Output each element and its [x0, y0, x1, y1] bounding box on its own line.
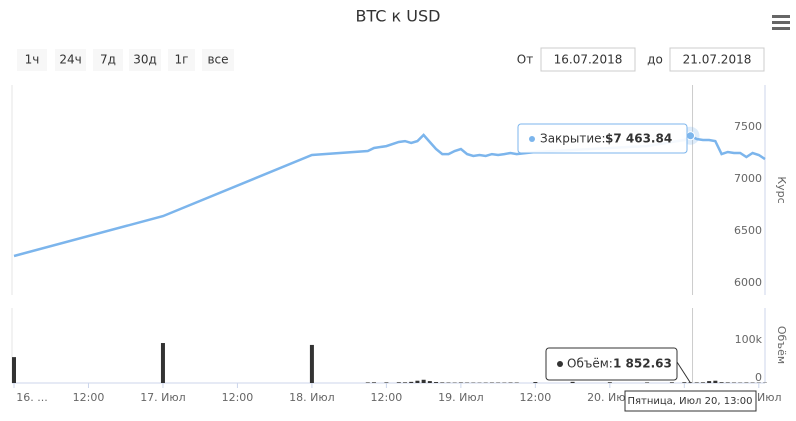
range-button[interactable]: 30д [129, 49, 161, 71]
tooltip-dot [529, 136, 535, 142]
range-button[interactable]: 24ч [55, 49, 86, 71]
button-bg [93, 49, 123, 71]
y-axis-title: Объём [775, 326, 788, 364]
x-tick-label: 12:00 [371, 391, 403, 404]
volume-bar [700, 382, 705, 383]
x-tick-label: 20. Июл [587, 391, 633, 404]
hover-marker [686, 131, 696, 141]
tooltip-value: 1 852.63 [613, 357, 672, 371]
button-bg [55, 49, 86, 71]
x-tick-label: 16. ... [16, 391, 47, 404]
tooltip-dot [557, 361, 563, 367]
from-date: 16.07.2018 [554, 53, 623, 67]
volume-bar [309, 344, 314, 383]
volume-bar [421, 379, 426, 383]
volume-bar [365, 382, 370, 383]
crosshair-label-box [624, 390, 757, 412]
button-label: все [207, 53, 228, 67]
volume-bar [409, 381, 414, 383]
tooltip-box [545, 347, 678, 381]
button-label: 1ч [25, 53, 40, 67]
y-tick-label: 6500 [734, 224, 762, 237]
y-tick-label: 7000 [734, 172, 762, 185]
volume-bar [645, 382, 650, 383]
to-date: 21.07.2018 [683, 53, 752, 67]
volume-bar [458, 382, 463, 383]
x-tick-label: 19. Июл [438, 391, 484, 404]
tooltip-connector [676, 361, 691, 384]
volume-bar [719, 382, 724, 383]
x-tick-label: 18. Июл [289, 391, 335, 404]
volume-bar [707, 381, 712, 383]
y-tick-label: 7500 [734, 120, 762, 133]
tooltip-value: $7 463.84 [605, 132, 672, 146]
volume-bar [12, 357, 16, 383]
button-label: 30д [133, 53, 157, 67]
range-button[interactable]: 1ч [17, 49, 47, 71]
y-tick-label: 0 [755, 371, 762, 384]
tooltip-label: Закрытие: [540, 132, 606, 146]
price-line [13, 133, 766, 258]
volume-bar [570, 381, 575, 383]
range-button[interactable]: 1г [168, 49, 195, 71]
y-tick-label: 100k [735, 333, 763, 346]
x-tick-label: 12:00 [520, 391, 552, 404]
volume-bar [427, 381, 432, 383]
button-bg [168, 49, 195, 71]
volume-bar [713, 380, 718, 383]
button-label: 1г [175, 53, 189, 67]
button-bg [129, 49, 161, 71]
button-bg [202, 49, 234, 71]
menu-button[interactable] [772, 15, 790, 30]
volume-bar [725, 382, 730, 383]
volume-bar [434, 382, 439, 383]
crosshair-label: Пятница, Июл 20, 13:00 [627, 396, 752, 407]
volume-bar [533, 382, 538, 383]
button-label: 7д [100, 53, 116, 67]
x-tick-label: 12:00 [73, 391, 105, 404]
button-label: 24ч [59, 53, 81, 67]
to-label: до [647, 53, 663, 67]
x-tick-label: 12:00 [222, 391, 254, 404]
volume-bar [371, 382, 376, 383]
tooltip-label: Объём: [567, 357, 613, 371]
range-button[interactable]: 7д [93, 49, 123, 71]
button-bg [17, 49, 47, 71]
volume-bar [384, 382, 389, 383]
volume-bar [403, 382, 408, 383]
volume-bar [682, 382, 687, 383]
volume-bar [415, 380, 420, 383]
to-input[interactable] [669, 47, 765, 72]
volume-bar [669, 382, 674, 383]
volume-bar [440, 382, 445, 383]
chart-title: BTC к USD [355, 7, 440, 26]
volume-bar [694, 382, 699, 383]
from-label: От [517, 53, 533, 67]
volume-bar [607, 382, 612, 383]
x-tick-label: 17. Июл [140, 391, 186, 404]
y-tick-label: 6000 [734, 276, 762, 289]
tooltip-box [517, 123, 688, 154]
volume-bar [160, 343, 165, 383]
from-input[interactable] [540, 47, 636, 72]
y-axis-title: Курс [775, 176, 788, 203]
volume-bar [396, 382, 401, 383]
range-button[interactable]: все [202, 49, 234, 71]
